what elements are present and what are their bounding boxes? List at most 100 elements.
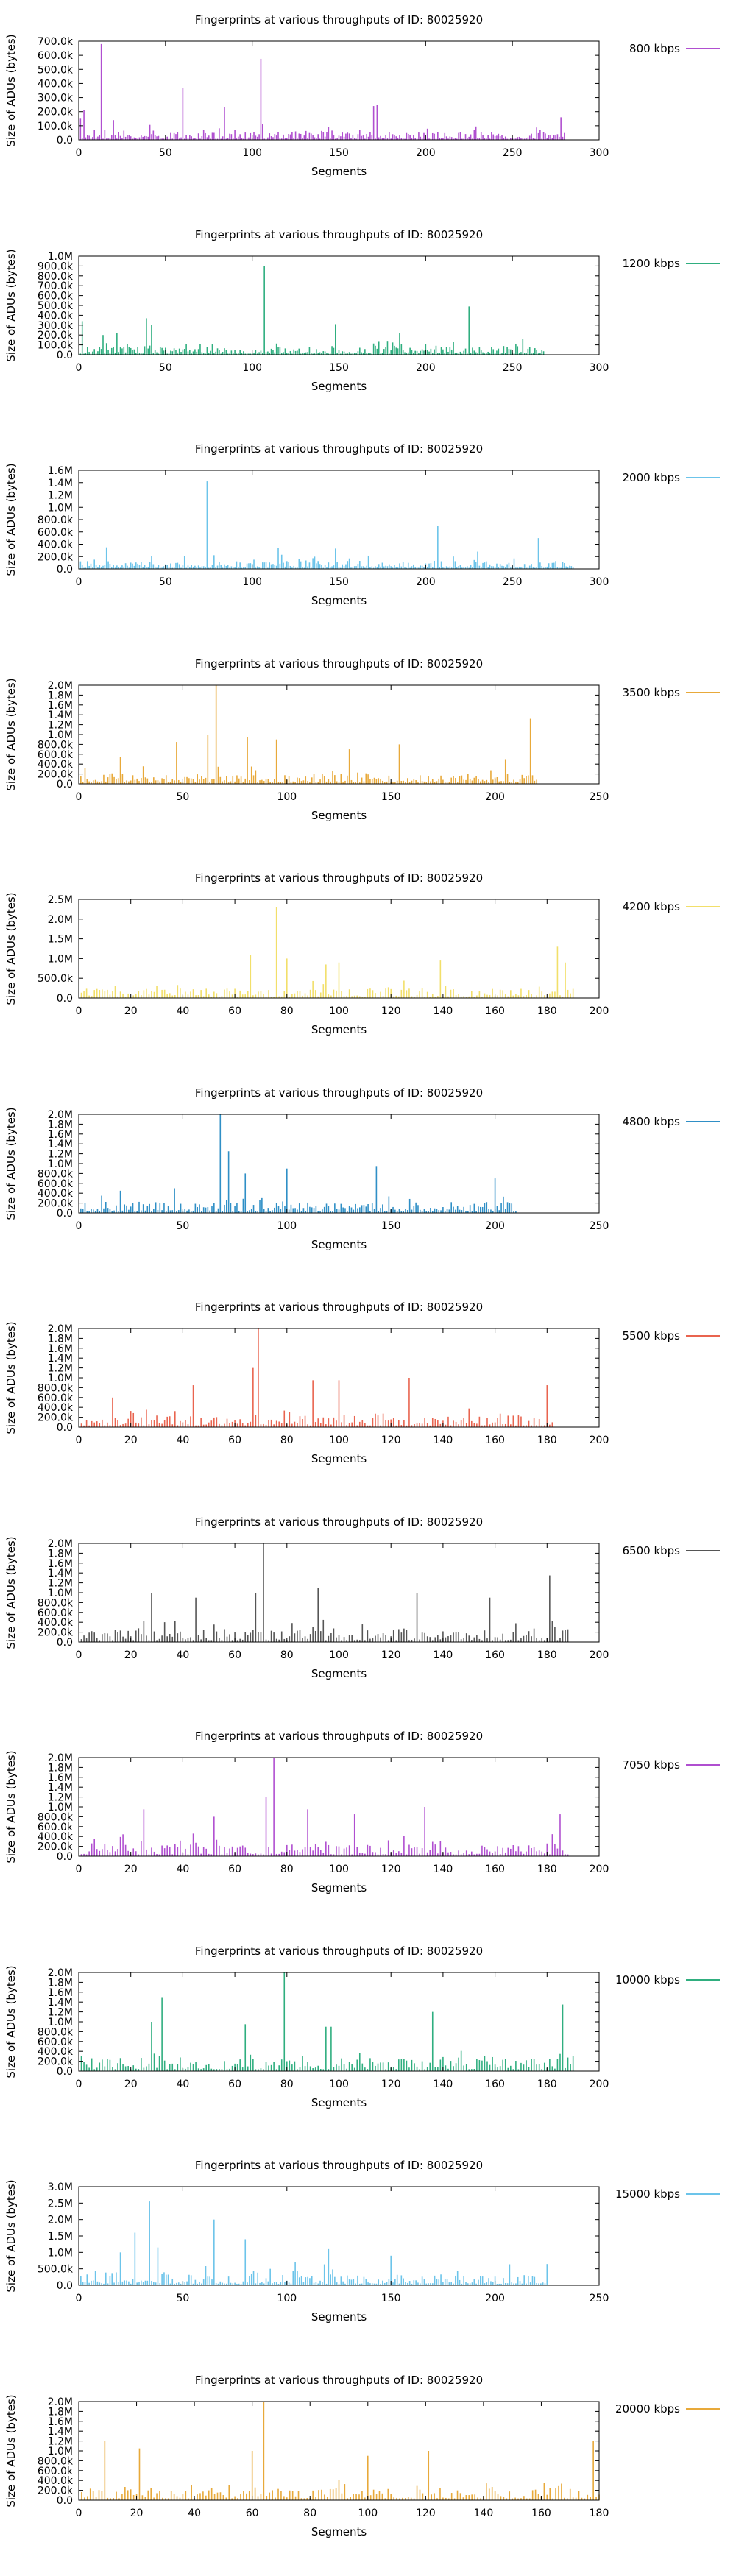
y-tick-label: 1.0M <box>48 1588 73 1599</box>
y-tick-label: 1.6M <box>48 1986 73 1998</box>
x-tick-label: 100 <box>242 576 262 588</box>
y-tick-label: 2.0M <box>48 2396 73 2408</box>
y-tick-label: 600.0k <box>38 1178 74 1189</box>
y-axis-label: Size of ADUs (bytes) <box>4 249 18 361</box>
y-tick-label: 400.0k <box>38 539 74 551</box>
chart-title: Fingerprints at various throughputs of I… <box>195 1301 483 1314</box>
y-tick-label: 1.6M <box>48 699 73 711</box>
x-tick-label: 250 <box>590 1220 609 1232</box>
x-tick-label: 80 <box>280 2078 294 2090</box>
plot-frame <box>78 1757 600 1857</box>
x-axis-label: Segments <box>311 1238 367 1251</box>
x-tick-label: 50 <box>176 1220 189 1232</box>
y-tick-label: 1.0M <box>48 1802 73 1814</box>
x-tick-label: 50 <box>159 576 172 588</box>
legend-label: 800 kbps <box>629 42 680 55</box>
y-tick-label: 1.6M <box>48 2416 73 2427</box>
legend-label: 5500 kbps <box>623 1329 681 1342</box>
x-tick-label: 200 <box>485 791 505 803</box>
x-tick-label: 250 <box>503 362 523 374</box>
y-tick-label: 900.0k <box>38 261 74 272</box>
x-tick-label: 20 <box>124 1434 138 1446</box>
y-tick-label: 800.0k <box>38 2455 74 2467</box>
x-axis-label: Segments <box>311 809 367 822</box>
x-tick-label: 100 <box>329 2078 349 2090</box>
x-tick-label: 60 <box>228 1649 241 1661</box>
y-tick-label: 2.0M <box>48 1109 73 1121</box>
x-tick-label: 0 <box>76 576 82 588</box>
y-tick-label: 300.0k <box>38 319 74 331</box>
y-tick-label: 700.0k <box>38 280 74 292</box>
y-tick-label: 1.2M <box>48 1363 73 1375</box>
x-tick-label: 50 <box>159 362 172 374</box>
x-tick-label: 150 <box>329 362 349 374</box>
x-tick-label: 120 <box>381 1434 401 1446</box>
y-axis-label: Size of ADUs (bytes) <box>4 1107 18 1220</box>
x-axis-label: Segments <box>311 2525 367 2538</box>
y-tick-label: 2.0M <box>48 2215 73 2226</box>
y-tick-label: 0.0 <box>57 1851 73 1863</box>
bar-series <box>79 265 545 355</box>
y-tick-label: 2.0M <box>48 914 73 926</box>
chart-title: Fingerprints at various throughputs of I… <box>195 1945 483 1958</box>
y-tick-label: 100.0k <box>38 121 74 132</box>
y-tick-label: 800.0k <box>38 1811 74 1823</box>
y-tick-label: 1.4M <box>48 1782 73 1794</box>
x-tick-label: 40 <box>176 1864 189 1875</box>
x-tick-label: 160 <box>485 1649 505 1661</box>
y-tick-label: 2.0M <box>48 1323 73 1335</box>
plot-frame <box>78 2186 600 2286</box>
y-tick-label: 1.8M <box>48 2406 73 2418</box>
plot-frame <box>78 255 600 355</box>
y-tick-label: 100.0k <box>38 339 74 351</box>
x-tick-label: 50 <box>159 147 172 159</box>
x-tick-label: 180 <box>537 1005 557 1017</box>
bar-series <box>79 43 565 140</box>
bar-series <box>81 2401 600 2500</box>
y-tick-label: 400.0k <box>38 2046 74 2058</box>
x-tick-label: 60 <box>246 2508 259 2519</box>
y-tick-label: 1.4M <box>48 1997 73 2009</box>
x-tick-label: 80 <box>280 1005 294 1017</box>
x-tick-label: 40 <box>176 1434 189 1446</box>
x-tick-label: 0 <box>76 147 82 159</box>
x-tick-label: 200 <box>590 1649 609 1661</box>
bar-series <box>80 907 574 998</box>
x-axis-label: Segments <box>311 165 367 178</box>
y-tick-label: 1.6M <box>48 1557 73 1569</box>
legend-label: 2000 kbps <box>623 471 681 484</box>
x-tick-label: 250 <box>590 2293 609 2304</box>
y-tick-label: 800.0k <box>38 739 74 751</box>
y-tick-label: 0.0 <box>57 564 73 576</box>
y-tick-label: 0.0 <box>57 2066 73 2078</box>
x-tick-label: 0 <box>76 1434 82 1446</box>
x-tick-label: 180 <box>537 2078 557 2090</box>
y-tick-label: 1.6M <box>48 1128 73 1140</box>
y-tick-label: 800.0k <box>38 514 74 526</box>
x-tick-label: 140 <box>434 2078 453 2090</box>
y-tick-label: 2.5M <box>48 894 73 906</box>
y-tick-label: 1.4M <box>48 1353 73 1365</box>
x-tick-label: 100 <box>242 362 262 374</box>
y-tick-label: 400.0k <box>38 1402 74 1414</box>
y-tick-label: 1.8M <box>48 690 73 701</box>
x-tick-label: 100 <box>329 1864 349 1875</box>
y-tick-label: 800.0k <box>38 270 74 282</box>
chart-title: Fingerprints at various throughputs of I… <box>195 228 483 241</box>
chart-title: Fingerprints at various throughputs of I… <box>195 2159 483 2172</box>
y-tick-label: 1.8M <box>48 1762 73 1774</box>
y-axis-label: Size of ADUs (bytes) <box>4 1965 18 2078</box>
y-tick-label: 1.6M <box>48 465 73 477</box>
y-tick-label: 1.2M <box>48 1577 73 1589</box>
y-tick-label: 1.0M <box>48 251 73 263</box>
y-tick-label: 0.0 <box>57 135 73 146</box>
x-tick-label: 120 <box>381 2078 401 2090</box>
x-tick-label: 160 <box>531 2508 551 2519</box>
chart-10: Fingerprints at various throughputs of I… <box>4 2159 720 2324</box>
chart-11: Fingerprints at various throughputs of I… <box>4 2374 720 2538</box>
x-tick-label: 20 <box>124 1649 138 1661</box>
bar-series <box>79 481 574 569</box>
x-tick-label: 100 <box>329 1649 349 1661</box>
y-tick-label: 500.0k <box>38 300 74 312</box>
y-tick-label: 500.0k <box>38 2264 74 2276</box>
